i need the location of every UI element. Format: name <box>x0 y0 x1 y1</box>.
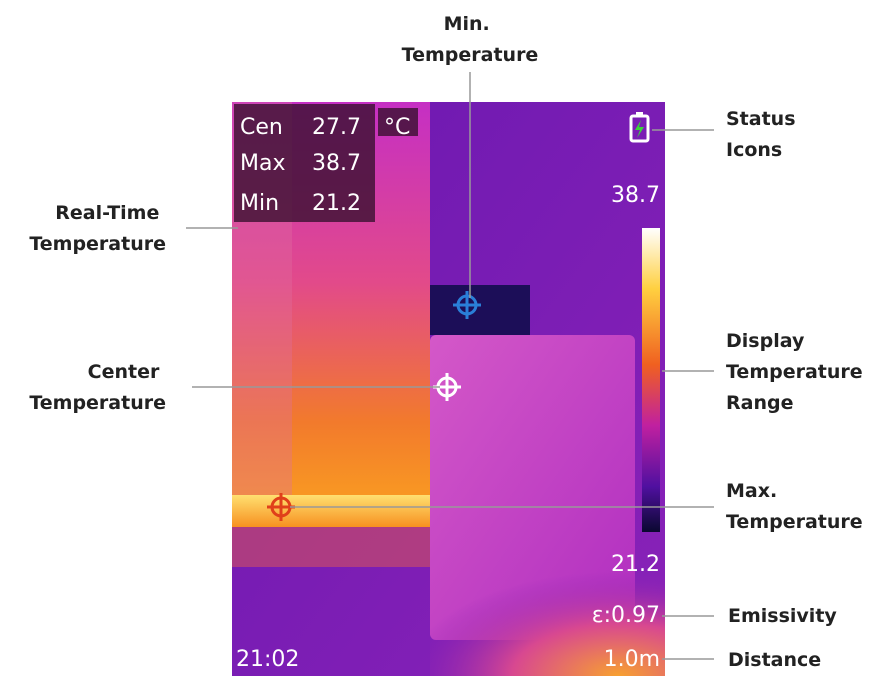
callout-range: Display Temperature Range <box>726 330 869 414</box>
unit: °C <box>384 115 410 140</box>
callout-distance: Distance <box>728 649 821 671</box>
callout-min: Min. Temperature <box>402 13 539 66</box>
thermal-screen: Cen 27.7 °C Max 38.7 Min 21.2 38.7 21.2 … <box>232 102 665 676</box>
text-line: Temperature <box>402 44 539 66</box>
callout-max: Max. Temperature <box>726 480 863 533</box>
text-line: Temperature <box>29 233 166 255</box>
text-line: Status <box>726 108 796 130</box>
callout-emissivity: Emissivity <box>728 605 837 627</box>
callout-realtime: Real-Time Temperature <box>29 202 166 255</box>
text-line: Display <box>726 330 805 352</box>
text-line: Temperature <box>29 392 166 414</box>
emissivity: ε:0.97 <box>592 603 660 628</box>
callout-status: Status Icons <box>726 108 802 161</box>
text-line: Real-Time <box>55 202 159 224</box>
readings-box <box>234 104 375 222</box>
hot-band <box>232 495 430 527</box>
clock: 21:02 <box>236 647 299 672</box>
cold-area <box>430 285 530 335</box>
text-line: Range <box>726 392 793 414</box>
unit-box <box>378 108 418 136</box>
text-line: Temperature <box>726 511 863 533</box>
callout-center: Center Temperature <box>29 361 166 414</box>
reading-value: 27.7 <box>312 115 361 140</box>
min-crosshair <box>453 291 481 319</box>
text-line: Icons <box>726 139 782 161</box>
floor-glow <box>430 560 665 676</box>
reading-value: 21.2 <box>312 191 361 216</box>
reading-label: Max <box>240 151 285 176</box>
band-shadow <box>232 527 430 567</box>
text-line: Temperature <box>726 361 863 383</box>
reading-label: Cen <box>240 115 283 140</box>
text-line: Min. <box>444 13 490 35</box>
text-line: Center <box>88 361 160 383</box>
reading-value: 38.7 <box>312 151 361 176</box>
reading-label: Min <box>240 191 279 216</box>
distance: 1.0m <box>604 647 660 672</box>
leader-lines <box>186 72 714 660</box>
range-min: 21.2 <box>611 552 660 577</box>
color-scale-bar <box>642 228 660 532</box>
range-max: 38.7 <box>611 183 660 208</box>
text-line: Max. <box>726 480 777 502</box>
battery-icon <box>629 112 650 143</box>
